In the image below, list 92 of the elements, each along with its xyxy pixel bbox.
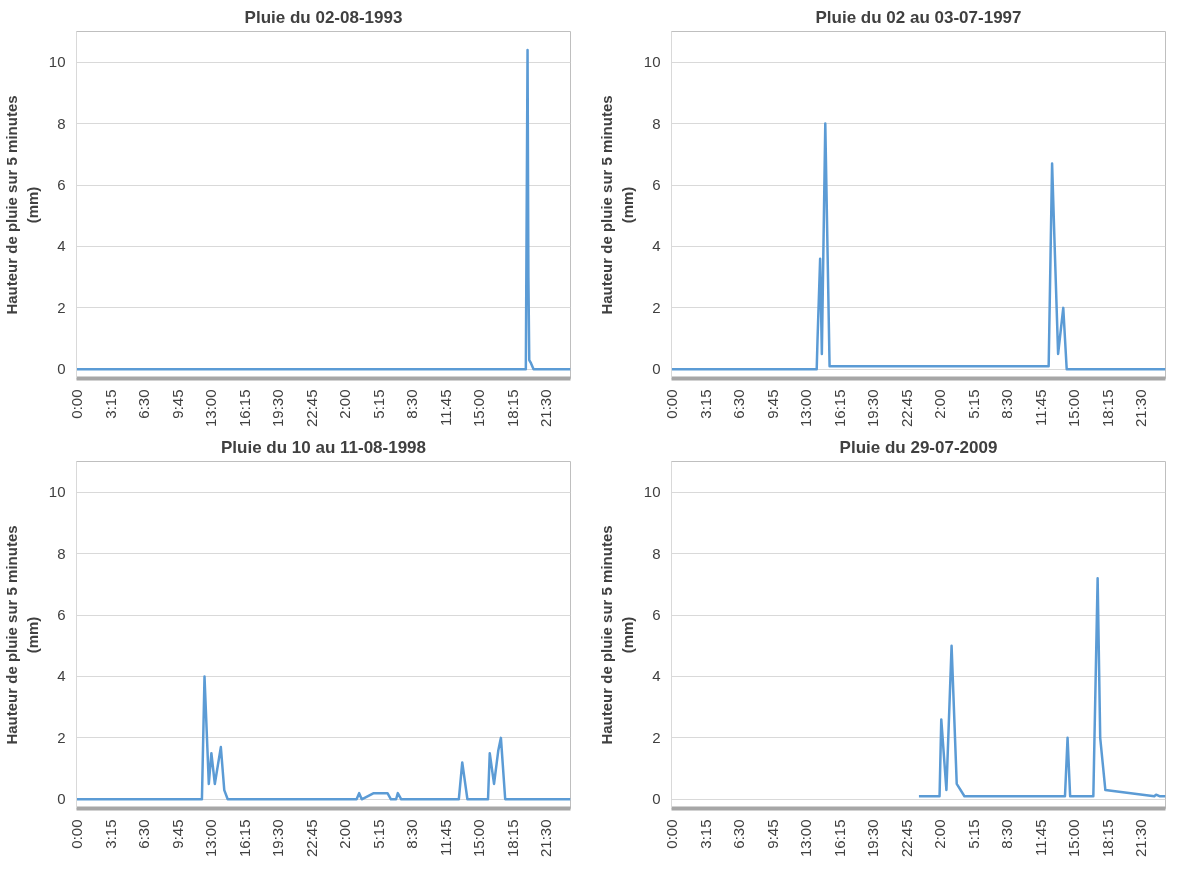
x-tick-label: 5:15 [964,819,982,849]
y-axis-title: Hauteur de pluie sur 5 minutes (mm) [598,525,636,745]
x-tick-label: 5:15 [964,389,982,419]
y-tick-label: 8 [652,544,661,562]
y-tick-label: 10 [643,53,661,71]
y-tick-label: 6 [652,606,661,624]
x-tick-label: 16:15 [235,819,253,858]
x-tick-label: 8:30 [403,389,421,419]
chart-title: Pluie du 10 au 11-08-1998 [220,437,427,457]
x-tick-label: 21:30 [537,819,555,858]
x-tick-label: 21:30 [1132,389,1150,428]
x-tick-label: 6:30 [730,389,748,419]
y-tick-label: 10 [643,483,661,501]
x-tick-label: 13:00 [202,389,220,428]
y-tick-label: 2 [652,298,661,316]
x-tick-label: 9:45 [763,819,781,849]
x-tick-label: 15:00 [1065,819,1083,858]
y-tick-label: 8 [57,114,66,132]
y-tick-label: 8 [57,544,66,562]
x-tick-label: 18:15 [1098,819,1116,858]
x-tick-label: 22:45 [302,819,320,858]
x-tick-label: 11:45 [436,819,454,856]
x-tick-label: 5:15 [369,389,387,419]
x-tick-label: 19:30 [269,819,287,858]
y-tick-label: 2 [57,298,66,316]
x-tick-label: 11:45 [1031,819,1049,856]
x-tick-label: 16:15 [830,819,848,858]
x-tick-label: 13:00 [797,819,815,858]
x-tick-label: 6:30 [135,819,153,849]
chart-title: Pluie du 02-08-1993 [244,7,403,27]
y-tick-label: 4 [652,237,661,255]
x-tick-label: 19:30 [864,819,882,858]
x-tick-label: 0:00 [68,389,85,419]
x-tick-label: 9:45 [763,389,781,419]
y-tick-label: 2 [57,728,66,746]
x-tick-label: 6:30 [730,819,748,849]
x-tick-label: 15:00 [1065,389,1083,428]
y-tick-label: 6 [57,606,66,624]
x-tick-label: 0:00 [68,819,85,849]
x-tick-label: 22:45 [897,819,915,858]
x-tick-label: 2:00 [336,389,354,419]
x-tick-label: 9:45 [168,389,186,419]
y-tick-label: 0 [57,360,66,378]
y-tick-label: 0 [652,790,661,808]
x-tick-label: 3:15 [101,819,119,849]
x-tick-label: 13:00 [202,819,220,858]
x-tick-label: 0:00 [663,389,680,419]
x-tick-label: 16:15 [235,389,253,428]
y-tick-label: 4 [57,667,66,685]
y-tick-label: 4 [652,667,661,685]
y-axis-title: Hauteur de pluie sur 5 minutes (mm) [3,95,41,315]
y-axis-title: Hauteur de pluie sur 5 minutes (mm) [3,525,41,745]
x-tick-label: 19:30 [269,389,287,428]
x-tick-label: 2:00 [931,389,949,419]
x-tick-label: 13:00 [797,389,815,428]
y-tick-label: 6 [57,176,66,194]
chart-title: Pluie du 29-07-2009 [839,437,998,457]
y-tick-label: 0 [652,360,661,378]
x-tick-label: 0:00 [663,819,680,849]
y-tick-label: 8 [652,114,661,132]
x-tick-label: 22:45 [302,389,320,428]
x-tick-label: 16:15 [830,389,848,428]
x-tick-label: 15:00 [470,819,488,858]
y-axis-title: Hauteur de pluie sur 5 minutes (mm) [598,95,636,315]
x-tick-label: 21:30 [537,389,555,428]
x-tick-label: 8:30 [998,389,1016,419]
chart-title: Pluie du 02 au 03-07-1997 [815,7,1022,27]
y-tick-label: 0 [57,790,66,808]
x-tick-label: 5:15 [369,819,387,849]
x-tick-label: 21:30 [1132,819,1150,858]
x-tick-label: 8:30 [403,819,421,849]
x-tick-label: 18:15 [503,819,521,858]
x-tick-label: 3:15 [696,389,714,419]
x-tick-label: 6:30 [135,389,153,419]
y-tick-label: 2 [652,728,661,746]
y-tick-label: 6 [652,176,661,194]
y-tick-label: 10 [48,53,66,71]
x-tick-label: 18:15 [1098,389,1116,428]
x-tick-label: 15:00 [470,389,488,428]
x-tick-label: 11:45 [1031,389,1049,426]
x-tick-label: 11:45 [436,389,454,426]
x-tick-label: 8:30 [998,819,1016,849]
y-tick-label: 4 [57,237,66,255]
x-tick-label: 19:30 [864,389,882,428]
x-tick-label: 3:15 [696,819,714,849]
x-tick-label: 2:00 [336,819,354,849]
y-tick-label: 10 [48,483,66,501]
x-tick-label: 18:15 [503,389,521,428]
x-tick-label: 2:00 [931,819,949,849]
x-tick-label: 22:45 [897,389,915,428]
x-tick-label: 9:45 [168,819,186,849]
x-tick-label: 3:15 [101,389,119,419]
